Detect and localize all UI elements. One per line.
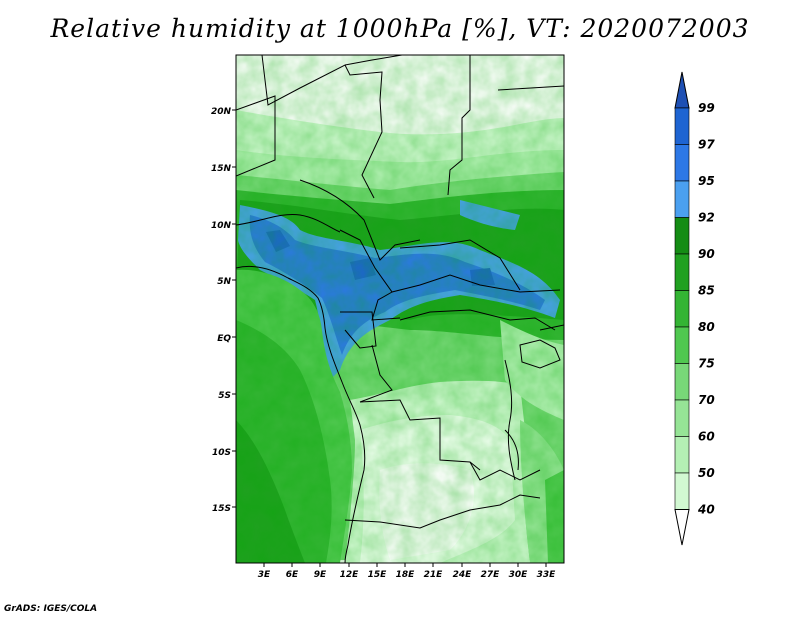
lon-label: 30E <box>509 570 529 580</box>
lat-label: 5N <box>217 277 231 287</box>
colorbar-level-label: 99 <box>698 101 715 115</box>
lat-label: 15S <box>212 504 231 514</box>
credit-label: GrADS: IGES/COLA <box>4 604 98 614</box>
lon-label: 3E <box>258 570 271 580</box>
lon-label: 15E <box>368 570 388 580</box>
lat-label: 10N <box>211 221 232 231</box>
lon-label: 24E <box>453 570 473 580</box>
colorbar-segment <box>674 144 690 182</box>
colorbar-level-label: 97 <box>698 138 715 152</box>
humidity-field <box>236 55 564 563</box>
lat-label: 10S <box>212 448 231 458</box>
colorbar-segment <box>674 399 690 437</box>
lon-label: 27E <box>481 570 501 580</box>
colorbar-segment <box>674 217 690 255</box>
boundaries <box>236 55 564 563</box>
colorbar-segment <box>674 180 690 218</box>
colorbar-level-label: 50 <box>698 466 715 480</box>
lon-label: 12E <box>340 570 360 580</box>
colorbar-level-label: 80 <box>698 320 715 334</box>
lat-label: 15N <box>211 164 232 174</box>
lat-label: 20N <box>211 107 232 117</box>
colorbar-segment <box>674 363 690 401</box>
colorbar-segment <box>674 290 690 328</box>
colorbar-level-label: 40 <box>697 503 715 517</box>
colorbar-level-label: 90 <box>698 247 715 261</box>
colorbar-top-arrow <box>674 71 690 109</box>
colorbar-level-label: 95 <box>698 174 715 188</box>
lat-label: EQ <box>217 334 231 344</box>
colorbar-level-label: 75 <box>698 357 715 371</box>
colorbar: 99 97 95 92 90 85 80 75 70 60 50 40 <box>674 71 715 546</box>
colorbar-level-label: 92 <box>698 211 715 225</box>
colorbar-level-label: 60 <box>698 430 715 444</box>
lon-label: 18E <box>396 570 416 580</box>
colorbar-level-label: 70 <box>698 393 715 407</box>
colorbar-bottom-arrow <box>674 509 690 546</box>
lat-label: 5S <box>218 391 231 401</box>
colorbar-segment <box>674 326 690 364</box>
lon-label: 33E <box>537 570 557 580</box>
lon-label: 6E <box>286 570 299 580</box>
lon-axis: 3E 6E 9E 12E 15E 18E 21E 24E 27E 30E 33E <box>258 570 556 580</box>
lat-axis: 20N 15N 10N 5N EQ 5S 10S 15S <box>211 107 232 514</box>
colorbar-segment <box>674 107 690 145</box>
lon-label: 9E <box>314 570 327 580</box>
lon-label: 21E <box>424 570 444 580</box>
colorbar-segment <box>674 253 690 291</box>
colorbar-segment <box>674 436 690 474</box>
colorbar-segment <box>674 472 690 510</box>
map-frame <box>235 54 565 564</box>
colorbar-level-label: 85 <box>698 284 715 298</box>
chart-title: Relative humidity at 1000hPa [%], VT: 20… <box>50 14 750 43</box>
